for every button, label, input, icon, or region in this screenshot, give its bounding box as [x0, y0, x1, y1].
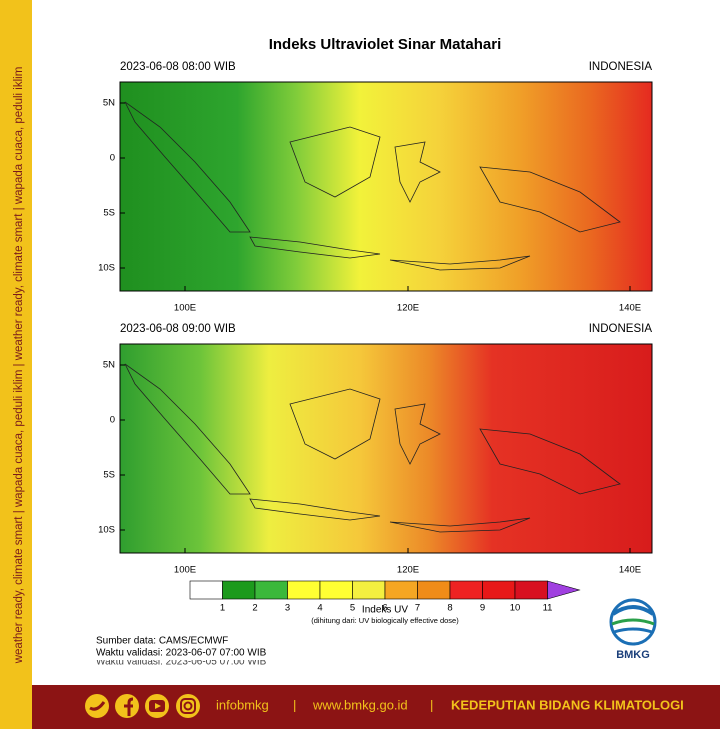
social-icons — [85, 694, 200, 718]
lat-label: 5S — [103, 470, 115, 481]
lat-label: 5S — [103, 208, 115, 219]
colorbar-box — [514, 580, 548, 600]
map-frame — [119, 81, 653, 292]
uv-map — [120, 344, 652, 553]
colorbar-subtitle: (dihitung dari: UV biologically effectiv… — [311, 616, 459, 625]
separator: | — [293, 697, 296, 712]
panel-datetime: 2023-06-08 08:00 WIB — [120, 61, 236, 73]
colorbar-label: 1 — [220, 603, 225, 614]
lat-label: 10S — [98, 525, 115, 536]
colorbar-box — [417, 580, 451, 600]
footer-handle[interactable]: infobmkg — [216, 697, 269, 712]
uv-map — [120, 82, 652, 291]
colorbar-arrow — [547, 580, 581, 600]
colorbar-box — [319, 580, 353, 600]
logo-text: BMKG — [616, 649, 650, 661]
lat-label: 5N — [103, 360, 115, 371]
colorbar-box — [352, 580, 386, 600]
colorbar-label: 9 — [480, 603, 485, 614]
colorbar-label: 5 — [350, 603, 355, 614]
validity-hidden: Waktu validasi: 2023-06-05 07:00 WIB — [96, 657, 267, 668]
colorbar-title: Indeks UV — [362, 605, 408, 616]
colorbar-label: 10 — [510, 603, 521, 614]
sidebar-text: weather ready, climate smart | wapada cu… — [13, 67, 25, 665]
colorbar-box — [287, 580, 321, 600]
colorbar-box — [189, 580, 223, 600]
sidebar — [0, 0, 32, 729]
lon-label: 140E — [619, 565, 641, 576]
colorbar-label: 7 — [415, 603, 420, 614]
footer-unit: KEDEPUTIAN BIDANG KLIMATOLOGI — [451, 697, 684, 712]
source: Sumber data: CAMS/ECMWF — [96, 636, 228, 647]
footer-website[interactable]: www.bmkg.go.id — [312, 697, 408, 712]
colorbar-label: 11 — [543, 603, 553, 614]
lon-label: 120E — [397, 303, 419, 314]
title: Indeks Ultraviolet Sinar Matahari — [269, 36, 502, 53]
panel-region: INDONESIA — [589, 61, 653, 73]
panel-region: INDONESIA — [589, 323, 653, 335]
colorbar-label: 3 — [285, 603, 290, 614]
colorbar-box — [449, 580, 483, 600]
overlap-mask — [94, 655, 274, 660]
lon-label: 100E — [174, 303, 196, 314]
lat-label: 0 — [110, 153, 115, 164]
colorbar-label: 4 — [317, 603, 322, 614]
lon-label: 140E — [619, 303, 641, 314]
lon-label: 120E — [397, 565, 419, 576]
lat-label: 10S — [98, 263, 115, 274]
colorbar-label: 8 — [447, 603, 452, 614]
lat-label: 5N — [103, 98, 115, 109]
lat-label: 0 — [110, 415, 115, 426]
colorbar-box — [482, 580, 516, 600]
separator: | — [430, 697, 433, 712]
lon-label: 100E — [174, 565, 196, 576]
colorbar-box — [384, 580, 418, 600]
colorbar-box — [222, 580, 256, 600]
instagram-icon[interactable] — [176, 694, 200, 718]
map-frame — [119, 343, 653, 554]
colorbar-box — [254, 580, 288, 600]
bmkg-logo: BMKG — [609, 598, 657, 661]
panel-datetime: 2023-06-08 09:00 WIB — [120, 323, 236, 335]
twitter-icon[interactable] — [85, 694, 109, 718]
colorbar-label: 6 — [382, 603, 387, 614]
colorbar-label: 2 — [252, 603, 257, 614]
validity: Waktu validasi: 2023-06-07 07:00 WIB — [96, 648, 267, 659]
